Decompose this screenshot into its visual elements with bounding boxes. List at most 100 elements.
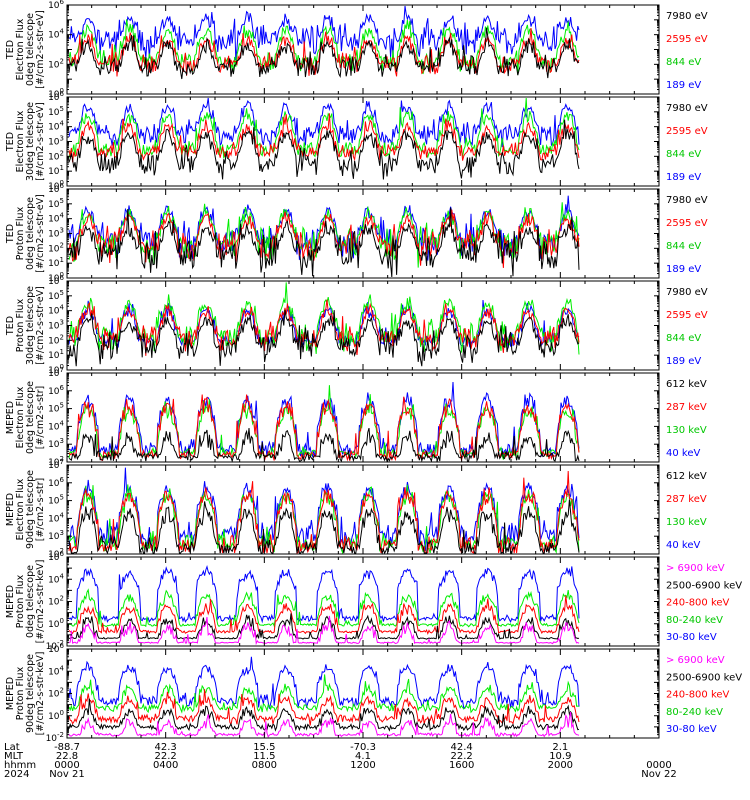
- y-axis-label-line: TED: [5, 132, 16, 152]
- panel-traces: [68, 467, 580, 555]
- y-axis-label-line: [#/cm2-s-str]: [35, 386, 46, 449]
- y-tick-label: 105: [48, 105, 64, 118]
- y-tick-label: 100: [48, 709, 64, 722]
- legend-entry: 80-240 keV: [666, 615, 723, 626]
- y-tick-label: 106: [48, 550, 64, 563]
- y-axis-label-line: 30deg telescope: [25, 102, 36, 181]
- series-trace-40-keV: [68, 381, 580, 458]
- x-row-label: Lat: [4, 742, 20, 753]
- panel-traces: [68, 282, 580, 367]
- y-tick-label: 106: [48, 0, 64, 11]
- y-tick-label: 100: [48, 179, 64, 192]
- y-tick-label: 101: [48, 164, 64, 177]
- x-mlt-label: 4.1: [355, 751, 371, 762]
- y-axis-label-line: MEPED: [5, 677, 16, 710]
- panel-traces: [68, 381, 580, 463]
- legend-entry: 80-240 keV: [666, 707, 723, 718]
- legend-entry: 287 keV: [666, 494, 707, 505]
- y-tick-label: 102: [48, 547, 64, 560]
- series-trace--6900-keV: [68, 712, 580, 738]
- y-axis-label-line: TED: [5, 224, 16, 244]
- legend-entry: 287 keV: [666, 402, 707, 413]
- y-axis-label-line: 0deg telescope: [25, 565, 36, 638]
- series-trace-2500-6900-keV: [68, 698, 580, 732]
- legend-entry: 240-800 keV: [666, 690, 730, 701]
- panel-traces: [68, 97, 580, 180]
- legend-entry: 2595 eV: [666, 126, 708, 137]
- x-time-label: 0400: [153, 760, 178, 771]
- y-axis-label-line: [#/cm2-s-str-keV]: [35, 652, 46, 736]
- series-trace-189-eV: [68, 97, 580, 148]
- legend-entry: 189 eV: [666, 356, 701, 367]
- legend-entry: 130 keV: [666, 425, 707, 436]
- y-axis-label-line: [#/cm2-s-str-eV]: [35, 10, 46, 89]
- y-tick-label: 104: [48, 120, 64, 133]
- y-tick-label: 10-2: [46, 639, 64, 652]
- x-date-label: Nov 22: [641, 769, 676, 780]
- y-tick-label: 10-2: [46, 731, 64, 744]
- y-tick-label: 102: [48, 595, 64, 608]
- legend-entry: 189 eV: [666, 80, 701, 91]
- x-lat-label: 42.4: [451, 742, 473, 753]
- y-tick-label: 101: [48, 256, 64, 269]
- y-axis-label-line: [#/cm2-s-str-eV]: [35, 102, 46, 181]
- y-axis-label: MEPED Proton Flux 90deg telescope [#/cm2-s-…: [5, 652, 46, 736]
- y-tick-label: 102: [48, 57, 64, 70]
- y-axis-label-line: Electron Flux: [15, 386, 26, 448]
- y-tick-label: 106: [48, 90, 64, 103]
- legend-entry: 612 keV: [666, 471, 707, 482]
- y-axis-label: TED Proton Flux 0deg telescope [#/cm2-s-str…: [5, 194, 46, 273]
- y-tick-label: 104: [48, 664, 64, 677]
- y-axis-label-line: MEPED: [5, 585, 16, 618]
- legend-entry: 189 eV: [666, 172, 701, 183]
- series-trace-612-keV: [68, 427, 580, 463]
- y-axis-label: MEPED Proton Flux 0deg telescope [#/cm2-s-s…: [5, 560, 46, 644]
- y-tick-label: 105: [48, 494, 64, 507]
- series-trace-7980-eV: [68, 309, 580, 367]
- series-trace-2595-eV: [68, 113, 580, 163]
- y-axis-label-line: Electron Flux: [15, 18, 26, 80]
- x-mlt-label: 22.8: [56, 751, 78, 762]
- y-axis-label-line: [#/cm2-s-str-eV]: [35, 194, 46, 273]
- legend-entry: 2500-6900 keV: [666, 672, 742, 683]
- series-trace-240-800-keV: [68, 595, 580, 636]
- legend-entry: 130 keV: [666, 517, 707, 528]
- y-tick-label: 107: [48, 458, 64, 471]
- y-tick-label: 103: [48, 135, 64, 148]
- y-axis-label: MEPED Electron Flux 0deg telescope [#/cm2-s…: [5, 381, 46, 454]
- series-trace-7980-eV: [68, 27, 580, 80]
- y-tick-label: 100: [48, 271, 64, 284]
- y-axis-label-line: Proton Flux: [15, 206, 26, 260]
- series-trace-30-80-keV: [68, 656, 580, 710]
- y-tick-label: 100: [48, 617, 64, 630]
- x-lat-label: 2.1: [552, 742, 568, 753]
- y-axis-label-line: Proton Flux: [15, 574, 26, 628]
- y-axis-label-line: 0deg telescope: [25, 197, 36, 270]
- y-axis-label: TED Electron Flux 30deg telescope [#/cm2-s-…: [5, 102, 46, 181]
- y-tick-label: 104: [48, 572, 64, 585]
- series-trace-80-240-keV: [69, 588, 580, 628]
- x-mlt-label: 22.2: [155, 751, 177, 762]
- y-axis-label-line: MEPED: [5, 401, 16, 434]
- series-trace-240-800-keV: [68, 689, 580, 727]
- y-tick-label: 100: [48, 87, 64, 100]
- legend-entry: 2595 eV: [666, 34, 708, 45]
- y-tick-label: 103: [48, 227, 64, 240]
- series-trace-287-keV: [68, 470, 580, 554]
- legend-entry: 612 keV: [666, 379, 707, 390]
- legend-entry: 30-80 keV: [666, 724, 717, 735]
- y-axis-label-line: [#/cm2-s-str-eV]: [35, 286, 46, 365]
- x-lat-label: 42.3: [155, 742, 177, 753]
- y-axis-label-line: Electron Flux: [15, 110, 26, 172]
- x-row-label: MLT: [4, 751, 24, 762]
- x-row-label: 2024: [4, 769, 29, 780]
- x-time-label: 0000: [646, 760, 671, 771]
- y-tick-label: 107: [48, 366, 64, 379]
- y-tick-label: 106: [48, 182, 64, 195]
- legend-entry: 844 eV: [666, 149, 701, 160]
- x-lat-label: -88.7: [54, 742, 80, 753]
